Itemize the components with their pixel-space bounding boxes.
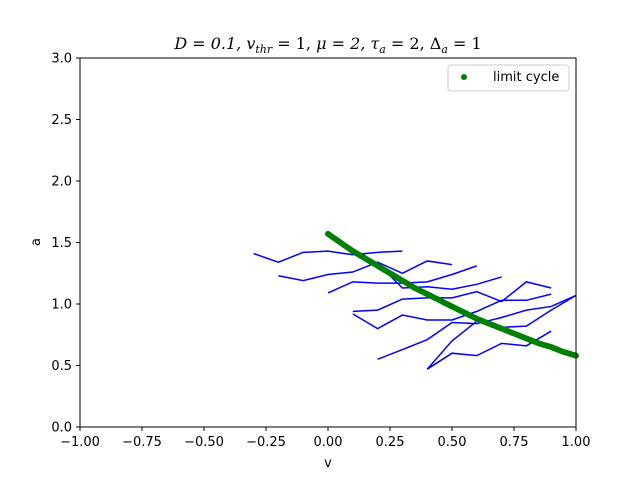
trajectory-5	[352, 281, 552, 313]
x-axis-ticks: −1.00 −0.75 −0.50 −0.25 0.00 0.25 0.50 0.75 1.00	[60, 427, 590, 450]
trajectory-6	[352, 293, 552, 330]
chart-title: D = 0.1, vthr = 1, μ = 2, τa = 2, Δa = 1	[173, 34, 481, 56]
x-tick-label: 0.25	[376, 435, 405, 450]
x-tick-label: −0.50	[184, 435, 224, 450]
y-tick-label: 1.5	[51, 236, 72, 251]
y-tick-label: 3.0	[51, 52, 72, 67]
x-tick-label: 0.75	[500, 435, 529, 450]
y-axis-label: a	[29, 238, 44, 246]
y-tick-label: 2.0	[51, 175, 72, 190]
legend-label-limit-cycle: limit cycle	[493, 70, 559, 85]
x-tick-label: 0.50	[438, 435, 467, 450]
limit-cycle-series	[325, 230, 579, 359]
legend-marker-limit-cycle	[461, 74, 467, 80]
x-tick-label: −0.75	[122, 435, 162, 450]
x-tick-label: 1.00	[562, 435, 591, 450]
legend-box	[447, 64, 570, 92]
y-tick-label: 2.5	[51, 113, 72, 128]
x-tick-label: −1.00	[60, 435, 100, 450]
x-tick-label: 0.00	[314, 435, 343, 450]
x-tick-label: −0.25	[246, 435, 286, 450]
y-axis-ticks: 0.0 0.5 1.0 1.5 2.0 2.5 3.0	[51, 52, 80, 436]
trajectory-2	[278, 260, 453, 282]
x-axis-label: v	[324, 456, 332, 471]
trajectory-lines	[253, 248, 577, 370]
legend: limit cycle	[447, 64, 570, 92]
y-tick-label: 1.0	[51, 298, 72, 313]
y-tick-label: 0.5	[51, 359, 72, 374]
axes-frame	[79, 57, 577, 428]
trajectory-7	[377, 294, 577, 361]
trajectory-8	[426, 330, 552, 370]
trajectory-1	[253, 250, 403, 263]
y-tick-label: 0.0	[51, 421, 72, 436]
